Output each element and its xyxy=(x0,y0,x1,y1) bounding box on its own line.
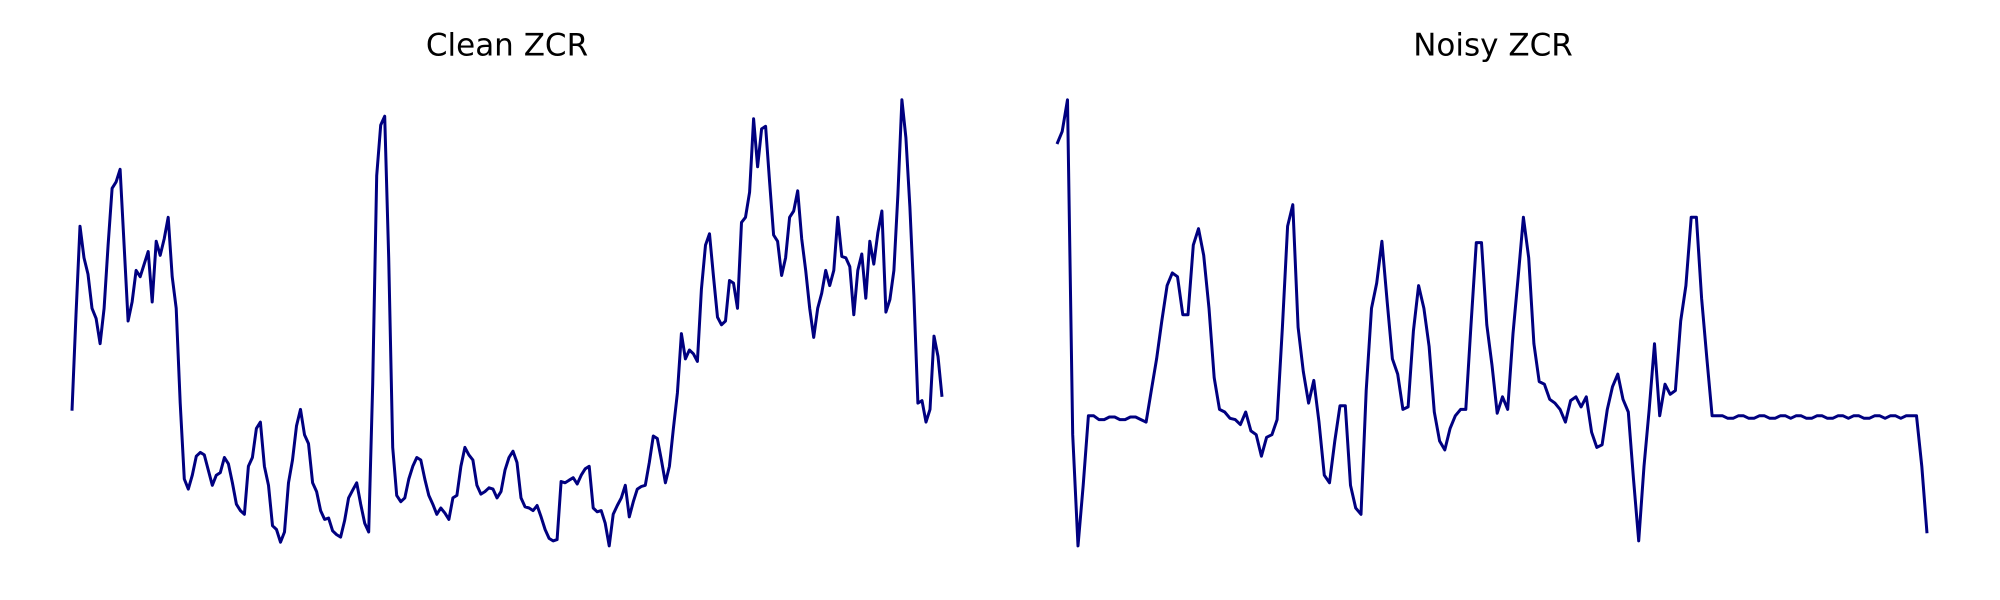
chart-title: Noisy ZCR xyxy=(1413,28,1573,64)
chart-title: Clean ZCR xyxy=(426,28,588,64)
line xyxy=(1055,98,1929,548)
line xyxy=(70,98,944,548)
